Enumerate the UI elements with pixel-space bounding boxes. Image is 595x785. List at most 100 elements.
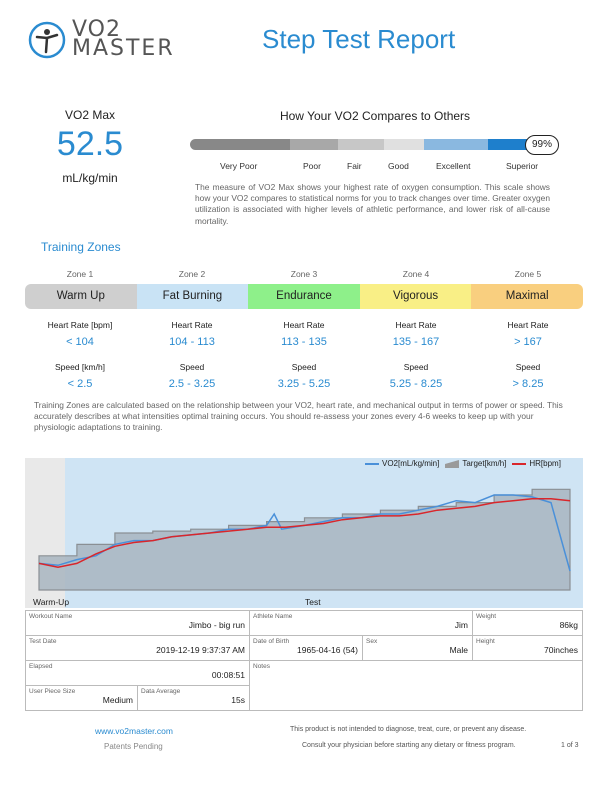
legend-vo2-label: VO2[mL/kg/min] bbox=[382, 459, 440, 468]
scale-label-very-poor: Very Poor bbox=[220, 161, 258, 171]
phase-label-warmup: Warm-Up bbox=[33, 597, 70, 607]
hr-label: Heart Rate bbox=[283, 320, 325, 330]
hr-label: Heart Rate bbox=[171, 320, 213, 330]
zone-header: Zone 1 bbox=[66, 269, 94, 279]
disclaimer-line-1: This product is not intended to diagnose… bbox=[290, 726, 527, 733]
test-date-label: Test Date bbox=[29, 638, 57, 645]
legend-target-label: Target[km/h] bbox=[462, 459, 507, 468]
speed-label: Speed bbox=[179, 362, 205, 372]
comparison-scale-bar bbox=[190, 139, 544, 150]
legend-vo2: VO2[mL/kg/min] bbox=[365, 459, 439, 468]
legend-vo2-swatch-icon bbox=[365, 462, 379, 465]
hr-label: Heart Rate bbox=[395, 320, 437, 330]
zone-fat-burning: Fat Burning bbox=[136, 284, 249, 309]
scale-segment-superior bbox=[488, 139, 544, 150]
scale-label-fair: Fair bbox=[347, 161, 362, 171]
comparison-title: How Your VO2 Compares to Others bbox=[279, 109, 471, 123]
zone-vigorous: Vigorous bbox=[359, 284, 472, 309]
zone-1-hr: < 104 bbox=[66, 336, 94, 348]
zone-3-hr: 113 - 135 bbox=[281, 336, 327, 348]
scale-label-poor: Poor bbox=[303, 161, 321, 171]
zone-header: Zone 4 bbox=[402, 269, 430, 279]
dob-value: 1965-04-16 (54) bbox=[297, 645, 358, 655]
step-test-chart bbox=[25, 458, 583, 608]
piece-size-value: Medium bbox=[102, 695, 133, 705]
vo2-series-line bbox=[38, 494, 571, 572]
test-date-value: 2019-12-19 9:37:37 AM bbox=[156, 645, 245, 655]
athlete-name-label: Athlete Name bbox=[253, 613, 293, 620]
piece-size-label: User Piece Size bbox=[29, 688, 76, 695]
dob-label: Date of Birth bbox=[253, 638, 290, 645]
scale-segment-poor bbox=[290, 139, 338, 150]
weight-cell: Weight 86kg bbox=[473, 611, 582, 636]
speed-label: Speed bbox=[403, 362, 429, 372]
legend-target: Target[km/h] bbox=[445, 459, 506, 468]
logo-text: VO2 MASTER bbox=[72, 19, 175, 61]
notes-cell: Notes bbox=[250, 661, 582, 710]
dob-cell: Date of Birth 1965-04-16 (54) bbox=[250, 636, 363, 661]
scale-segment-good bbox=[384, 139, 424, 150]
sex-cell: Sex Male bbox=[363, 636, 473, 661]
zone-5-details: Heart Rate > 167 Speed > 8.25 bbox=[473, 320, 583, 392]
vo2master-logo-icon bbox=[28, 21, 66, 59]
elapsed-cell: Elapsed 00:08:51 bbox=[26, 661, 250, 686]
vo2max-label: VO2 Max bbox=[64, 108, 115, 122]
hr-label: Heart Rate [bpm] bbox=[47, 320, 113, 330]
athlete-name-value: Jim bbox=[454, 620, 468, 630]
height-label: Height bbox=[476, 638, 495, 645]
zone-warm-up: Warm Up bbox=[25, 284, 137, 309]
athlete-name-cell: Athlete Name Jim bbox=[250, 611, 473, 636]
scale-segment-fair bbox=[338, 139, 384, 150]
legend-target-swatch-icon bbox=[445, 459, 460, 468]
zones-note: Training Zones are calculated based on t… bbox=[34, 400, 563, 433]
sex-label: Sex bbox=[366, 638, 378, 645]
speed-label: Speed bbox=[291, 362, 317, 372]
workout-name-value: Jimbo - big run bbox=[188, 620, 245, 630]
zone-2-hr: 104 - 113 bbox=[169, 336, 215, 348]
zone-5-hr: > 167 bbox=[514, 336, 542, 348]
zone-4-speed: 5.25 - 8.25 bbox=[389, 378, 443, 390]
scale-label-good: Good bbox=[388, 161, 409, 171]
data-average-value: 15s bbox=[231, 695, 245, 705]
piece-size-cell: User Piece Size Medium bbox=[26, 686, 138, 710]
phase-label-test: Test bbox=[305, 597, 321, 607]
page-number: 1 of 3 bbox=[561, 742, 579, 749]
test-info-grid: Workout Name Jimbo - big run Athlete Nam… bbox=[25, 610, 583, 711]
zone-2-details: Heart Rate 104 - 113 Speed 2.5 - 3.25 bbox=[137, 320, 247, 392]
zone-3-speed: 3.25 - 5.25 bbox=[277, 378, 331, 390]
disclaimer-line-2: Consult your physician before starting a… bbox=[302, 742, 516, 749]
speed-label: Speed [km/h] bbox=[54, 362, 106, 372]
workout-name-cell: Workout Name Jimbo - big run bbox=[26, 611, 250, 636]
scale-label-superior: Superior bbox=[506, 161, 539, 171]
zone-bar: Warm Up Fat Burning Endurance Vigorous M… bbox=[25, 284, 583, 309]
scale-segment-very-poor bbox=[190, 139, 290, 150]
zone-1-details: Heart Rate [bpm] < 104 Speed [km/h] < 2.… bbox=[25, 320, 135, 392]
legend-hr-swatch-icon bbox=[512, 462, 527, 465]
height-cell: Height 70inches bbox=[473, 636, 582, 661]
page-title: Step Test Report bbox=[262, 24, 456, 54]
zone-4-details: Heart Rate 135 - 167 Speed 5.25 - 8.25 bbox=[361, 320, 471, 392]
data-average-cell: Data Average 15s bbox=[138, 686, 250, 710]
zone-5-speed: > 8.25 bbox=[512, 378, 544, 390]
height-value: 70inches bbox=[543, 645, 578, 655]
legend-hr: HR[bpm] bbox=[512, 459, 561, 468]
zone-header: Zone 2 bbox=[178, 269, 206, 279]
website-link[interactable]: www.vo2master.com bbox=[95, 726, 173, 736]
notes-label: Notes bbox=[253, 663, 270, 670]
training-zones-title: Training Zones bbox=[41, 240, 121, 254]
elapsed-label: Elapsed bbox=[29, 663, 53, 670]
patents-text: Patents Pending bbox=[104, 742, 163, 751]
zone-endurance: Endurance bbox=[248, 284, 360, 309]
percentile-badge: 99% bbox=[525, 135, 559, 155]
legend-hr-label: HR[bpm] bbox=[529, 459, 561, 468]
zone-1-speed: < 2.5 bbox=[67, 378, 93, 390]
sex-value: Male bbox=[449, 645, 468, 655]
hr-series-line bbox=[38, 498, 571, 568]
logo-line2: MASTER bbox=[72, 36, 175, 61]
vo2max-unit: mL/kg/min bbox=[62, 171, 118, 185]
zone-3-details: Heart Rate 113 - 135 Speed 3.25 - 5.25 bbox=[249, 320, 359, 392]
test-date-cell: Test Date 2019-12-19 9:37:37 AM bbox=[26, 636, 250, 661]
workout-name-label: Workout Name bbox=[29, 613, 73, 620]
chart-legend: VO2[mL/kg/min] Target[km/h] HR[bpm] bbox=[365, 459, 561, 468]
weight-label: Weight bbox=[476, 613, 497, 620]
